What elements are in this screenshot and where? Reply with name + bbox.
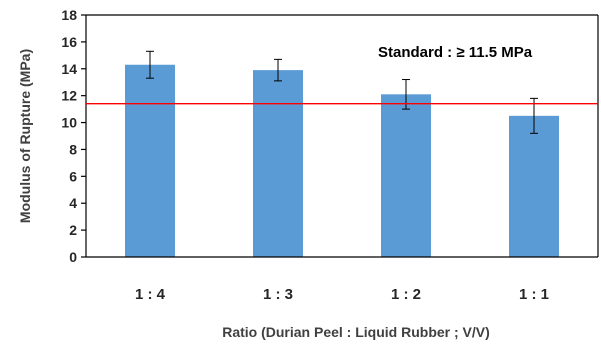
x-category-label: 1 : 1 [519,286,549,303]
y-tick-label: 6 [69,168,77,184]
y-tick-label: 2 [69,222,77,238]
x-axis-tick-labels: 1 : 4 1 : 3 1 : 2 1 : 1 [135,286,549,303]
y-axis-title: Modulus of Rupture (MPa) [17,49,33,223]
bar [381,94,431,257]
bar [253,70,303,257]
y-tick-label: 4 [69,195,77,211]
y-tick-label: 14 [61,61,77,77]
x-axis-title: Ratio (Durian Peel : Liquid Rubber ; V/V… [222,324,490,340]
y-tick-label: 18 [61,7,77,23]
y-tick-label: 10 [61,115,77,131]
x-category-label: 1 : 2 [391,286,421,303]
y-tick-label: 16 [61,34,77,50]
standard-annotation: Standard : ≥ 11.5 MPa [378,44,533,61]
bars-group [125,64,559,257]
x-category-label: 1 : 3 [263,286,293,303]
bar [509,115,559,257]
bar [125,64,175,257]
y-tick-label: 8 [69,141,77,157]
y-axis-ticks: 0 2 4 6 8 10 12 14 16 18 [61,7,86,265]
y-tick-label: 0 [69,249,77,265]
error-bars-group [146,50,538,134]
y-tick-label: 12 [61,88,77,104]
x-category-label: 1 : 4 [135,286,166,303]
